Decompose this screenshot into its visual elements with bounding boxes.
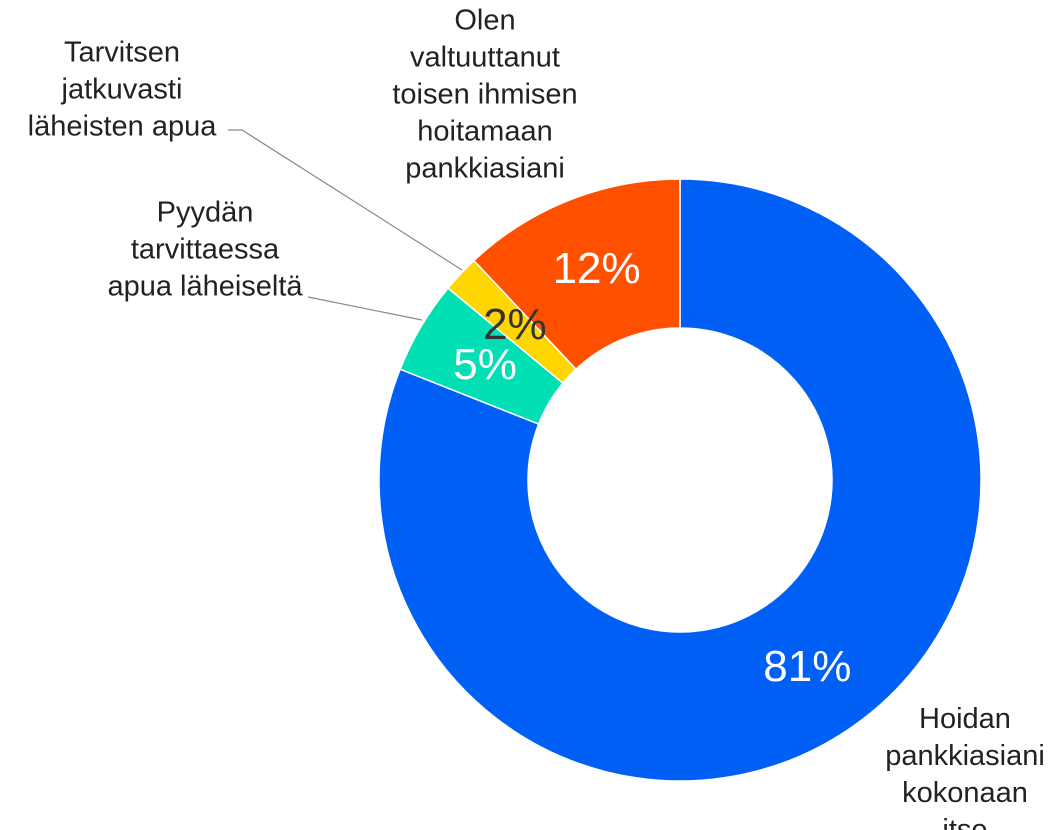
leader-line xyxy=(228,129,463,271)
category-label: Olen valtuuttanut toisen ihmisen hoitama… xyxy=(392,4,578,185)
donut-slice xyxy=(472,178,681,371)
category-label: Hoidan pankkiasiani kokonaan itse xyxy=(885,703,1045,830)
value-label: 2% xyxy=(483,299,547,349)
value-label: 12% xyxy=(552,244,641,294)
leader-line xyxy=(307,296,423,321)
category-label: Tarvitsen jatkuvasti läheisten apua xyxy=(27,36,217,143)
donut-slice xyxy=(378,178,982,782)
category-label: Pyydän tarvittaessa apua läheiseltä xyxy=(107,196,303,303)
value-label: 5% xyxy=(453,339,517,389)
value-label: 81% xyxy=(763,642,852,692)
